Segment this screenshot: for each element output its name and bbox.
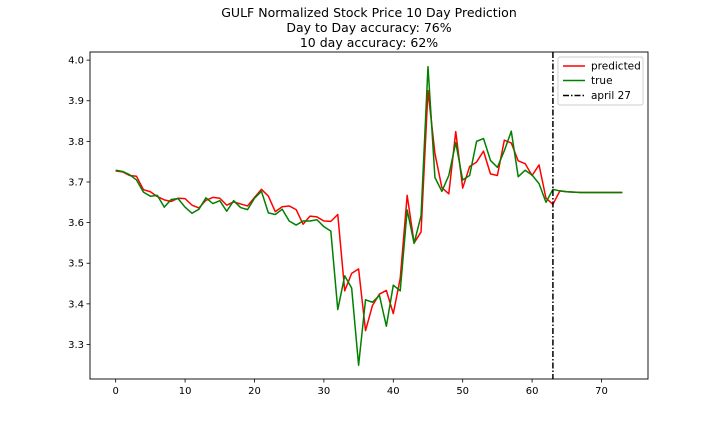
legend: predicted true april 27	[557, 56, 644, 106]
x-tick-label: 60	[526, 386, 539, 397]
x-tick-label: 70	[595, 386, 608, 397]
legend-label-april-27: april 27	[591, 90, 631, 102]
x-tick-label: 40	[387, 386, 400, 397]
x-tick-label: 0	[112, 386, 118, 397]
legend-box	[557, 56, 644, 106]
series-line-true	[115, 65, 623, 366]
y-tick-label: 3.6	[68, 218, 84, 229]
x-tick-label: 20	[248, 386, 261, 397]
x-tick-label: 50	[456, 386, 469, 397]
axes-frame	[89, 51, 649, 380]
legend-label-predicted: predicted	[591, 61, 641, 73]
y-axis: 3.3 3.4 3.5 3.6 3.7 3.8 3.9 4.0	[68, 56, 90, 351]
y-tick-label: 4.0	[68, 56, 84, 67]
title-line-1: GULF Normalized Stock Price 10 Day Predi…	[221, 5, 517, 20]
title-line-3: 10 day accuracy: 62%	[300, 35, 438, 50]
y-tick-label: 3.3	[68, 340, 84, 351]
x-tick-label: 30	[318, 386, 331, 397]
x-axis: 0 10 20 30 40 50 60 70	[112, 379, 608, 397]
y-tick-label: 3.4	[68, 299, 84, 310]
y-tick-label: 3.8	[68, 137, 84, 148]
legend-label-true: true	[591, 75, 613, 87]
y-tick-label: 3.9	[68, 96, 84, 107]
y-tick-label: 3.5	[68, 259, 84, 270]
chart-title: GULF Normalized Stock Price 10 Day Predi…	[221, 5, 517, 50]
title-line-2: Day to Day accuracy: 76%	[286, 20, 451, 35]
series-line-predicted	[115, 89, 623, 332]
x-tick-label: 10	[179, 386, 192, 397]
plot-area	[115, 52, 623, 379]
y-tick-label: 3.7	[68, 177, 84, 188]
